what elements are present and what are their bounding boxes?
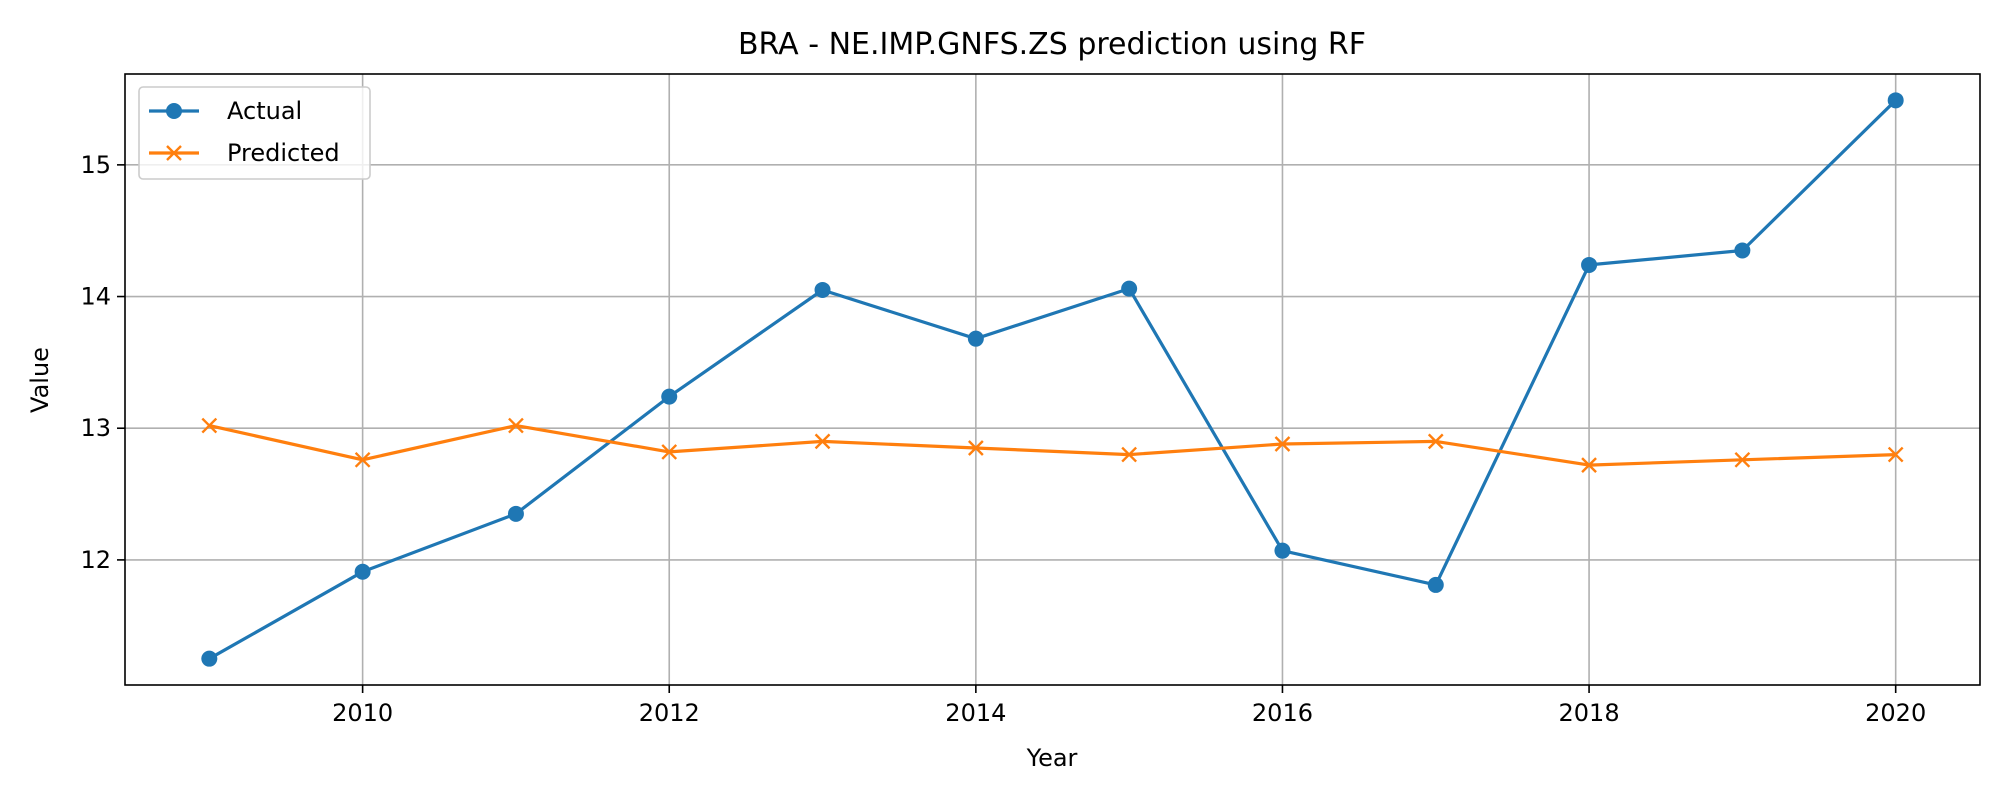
legend-marker-actual xyxy=(166,103,182,119)
x-tick-label: 2016 xyxy=(1252,699,1313,727)
actual-point xyxy=(201,650,218,667)
predicted-point xyxy=(661,444,678,460)
predicted-point xyxy=(1427,433,1444,450)
y-tick-label: 14 xyxy=(80,283,111,311)
predicted-point xyxy=(1734,451,1751,468)
predicted-point xyxy=(354,451,371,468)
plot-frame xyxy=(124,73,1981,686)
legend-entry-actual: Actual xyxy=(149,97,302,125)
series-group xyxy=(201,92,1904,667)
axis-ticks: 2010 2012 2014 2016 2018 2020 12 13 14 15 xyxy=(80,151,1926,727)
predicted-point xyxy=(1887,446,1904,463)
x-tick-label: 2020 xyxy=(1865,699,1926,727)
y-tick-label: 13 xyxy=(80,414,111,442)
x-tick-label: 2014 xyxy=(945,699,1006,727)
predicted-series xyxy=(201,417,1904,473)
y-tick-label: 15 xyxy=(80,151,111,179)
predicted-point xyxy=(967,440,984,456)
legend-entry-predicted: Predicted xyxy=(149,139,340,167)
actual-point xyxy=(1427,576,1444,593)
predicted-point xyxy=(1581,457,1597,473)
chart-title: BRA - NE.IMP.GNFS.ZS prediction using RF xyxy=(738,27,1366,62)
y-axis-label: Value xyxy=(26,347,54,413)
legend-label-predicted: Predicted xyxy=(227,139,340,167)
actual-point xyxy=(1734,242,1751,259)
actual-point xyxy=(507,505,524,522)
predicted-point xyxy=(814,433,831,450)
grid xyxy=(125,74,1980,685)
legend-marker-predicted xyxy=(166,145,182,161)
actual-point xyxy=(1274,542,1291,559)
predicted-line xyxy=(208,424,1896,467)
legend-label-actual: Actual xyxy=(227,97,302,125)
actual-point xyxy=(1887,92,1904,109)
predicted-point xyxy=(1121,446,1137,463)
actual-point xyxy=(814,281,831,298)
actual-point xyxy=(354,563,371,580)
predicted-point xyxy=(1274,436,1291,452)
y-tick-label: 12 xyxy=(80,546,111,574)
actual-point xyxy=(967,330,984,347)
x-tick-label: 2010 xyxy=(332,699,393,727)
actual-series xyxy=(201,92,1904,667)
predicted-point xyxy=(508,417,524,434)
legend: Actual Predicted xyxy=(138,86,371,180)
predicted-point xyxy=(201,417,218,434)
actual-point xyxy=(661,388,678,405)
x-axis-label: Year xyxy=(1026,744,1078,772)
actual-point xyxy=(1581,256,1598,273)
x-tick-label: 2018 xyxy=(1559,699,1620,727)
x-tick-label: 2012 xyxy=(639,699,700,727)
actual-point xyxy=(1121,280,1138,297)
actual-line xyxy=(208,99,1897,661)
